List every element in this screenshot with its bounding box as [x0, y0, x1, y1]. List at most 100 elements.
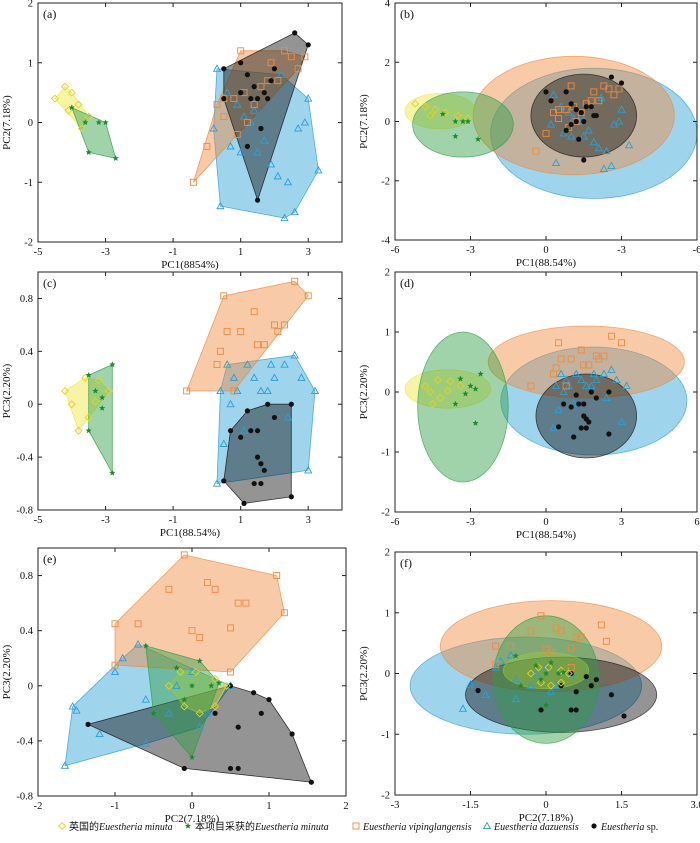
legend-label: Euestheria dazuensis: [493, 822, 579, 833]
x-tick-label: 3: [306, 515, 311, 526]
sp-point: [258, 480, 264, 487]
dazuensis-point: [541, 663, 551, 671]
y-axis-title: PC3(2.20%): [358, 646, 370, 701]
sp-point: [568, 121, 574, 128]
x-tick-label: 0: [189, 801, 194, 812]
sp-point: [576, 401, 582, 407]
legend-label: Euestheria vipinglangensis: [362, 822, 472, 833]
vipinglangensis-point: [250, 101, 258, 109]
sp-point: [292, 30, 298, 36]
vipinglangensis-point: [562, 106, 570, 114]
dazuensis-point: [195, 722, 204, 731]
local_minuta-point: [517, 682, 525, 689]
dazuensis-point: [203, 708, 212, 717]
local_minuta-hull: [71, 106, 117, 159]
y-tick-label: -0.4: [16, 736, 33, 747]
vipinglangensis-point: [557, 627, 565, 635]
sp-point: [543, 89, 549, 95]
sp-point: [251, 480, 257, 487]
sp-point: [212, 710, 218, 716]
dazuensis-point: [293, 124, 303, 132]
x-tick-label: 3.0: [690, 800, 700, 811]
uk_minuta-point: [67, 400, 76, 409]
local_minuta-point: [472, 419, 479, 426]
sp-point: [606, 431, 612, 437]
dazuensis-point: [554, 405, 563, 414]
local_minuta-point: [82, 119, 89, 126]
vipinglangensis-point: [590, 88, 598, 96]
uk_minuta-point: [180, 702, 189, 711]
vipinglangensis-point: [203, 142, 211, 150]
x-tick-label: -3: [466, 245, 475, 256]
local_minuta-point: [109, 361, 116, 368]
local_minuta-point: [85, 427, 92, 434]
sp-point: [227, 765, 234, 772]
y-tick-label: -0.8: [16, 506, 33, 517]
uk_minuta-point: [84, 112, 93, 121]
dazuensis-point: [599, 164, 609, 172]
y-tick-label: 2: [385, 548, 390, 559]
dazuensis-point: [280, 360, 289, 368]
y-tick-label: -1: [381, 730, 390, 741]
sp-point: [588, 104, 594, 110]
sp-point: [238, 60, 244, 66]
legend-label: 本项目采获的Euestheria minuta: [195, 820, 329, 833]
local_minuta-hull: [88, 363, 113, 475]
dazuensis-point: [60, 761, 70, 769]
sp-ellipse: [465, 656, 658, 733]
vipinglangensis-point: [180, 551, 188, 559]
vipinglangensis-point: [567, 663, 575, 671]
local_minuta-point: [459, 118, 467, 125]
sp-point: [621, 713, 627, 719]
x-tick-label: -3: [101, 247, 110, 258]
sp-point: [305, 42, 311, 48]
y-tick-label: 2: [28, 0, 33, 10]
dazuensis-point: [263, 386, 272, 395]
y-tick-label: -0.8: [16, 792, 33, 803]
uk_minuta-point: [211, 702, 220, 711]
y-tick-label: -0.4: [16, 453, 33, 464]
vipinglangensis-point: [189, 178, 197, 186]
sp-point: [248, 428, 254, 434]
x-tick-label: -6: [693, 245, 700, 256]
sp-point: [308, 779, 314, 785]
dazuensis-point: [273, 171, 282, 180]
vipinglangensis-point: [260, 341, 268, 349]
dazuensis-point: [559, 387, 568, 396]
dazuensis-point: [283, 413, 293, 421]
x-tick-label: -2: [34, 801, 43, 812]
sp-point: [576, 136, 582, 142]
uk_minuta-hull: [168, 671, 228, 714]
local_minuta-point: [560, 668, 567, 676]
x-tick-label: 3: [619, 517, 624, 528]
vipinglangensis-point: [595, 97, 603, 105]
vipinglangensis-point: [555, 106, 563, 114]
uk_minuta-point: [60, 82, 70, 91]
local_minuta-point: [208, 682, 215, 689]
legend-item-vipinglangensis: Euestheria vipinglangensis: [352, 822, 472, 833]
sp-point: [563, 89, 569, 95]
sp-point: [221, 66, 227, 72]
local_minuta-ellipse: [412, 91, 514, 158]
y-axis-title: PC3(2.20%): [358, 364, 370, 419]
sp-point: [266, 696, 272, 703]
vipinglangensis-point: [618, 339, 625, 347]
sp-point: [85, 721, 91, 727]
sp-point: [271, 414, 278, 421]
legend-label: 英国的Euestheria minuta: [69, 820, 173, 833]
legend-marker-uk_minuta: [57, 821, 67, 831]
vipinglangensis-point: [597, 621, 605, 629]
sp-point: [593, 112, 599, 119]
uk_minuta-point: [421, 381, 430, 391]
uk_minuta-point: [176, 667, 185, 677]
vipinglangensis-point: [237, 328, 245, 335]
uk_minuta-point: [74, 100, 83, 109]
dazuensis-point: [556, 369, 566, 378]
local_minuta-point: [92, 387, 99, 394]
panel-c: -5 -3 -1 1 3 -0.8 -0.4 0 0.4 0.8 PC1(88.54%) PC3(2.…: [1, 271, 343, 539]
vipinglangensis-point: [242, 599, 250, 607]
vipinglangensis-point: [273, 572, 281, 580]
uk_minuta-point: [426, 111, 435, 120]
legend: 英国的Euestheria minuta 本项目采获的Euestheria min…: [57, 820, 658, 833]
local_minuta-point: [109, 469, 116, 476]
